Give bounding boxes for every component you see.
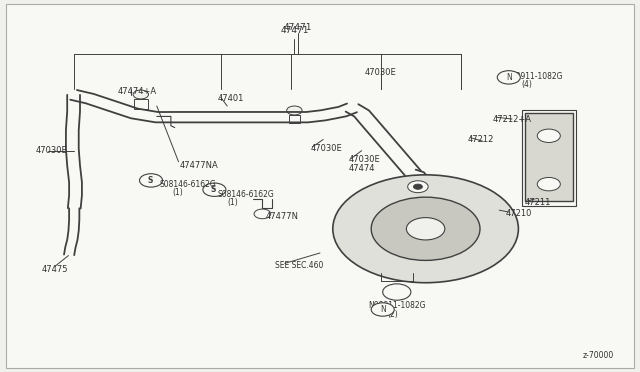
Text: (1): (1) (227, 198, 238, 207)
Text: S08146-6162G: S08146-6162G (160, 180, 217, 189)
Circle shape (538, 129, 561, 142)
Text: 47212+A: 47212+A (493, 115, 532, 124)
Bar (522, 110, 576, 206)
Text: (1): (1) (173, 188, 184, 197)
Text: N08911-1082G: N08911-1082G (506, 72, 563, 81)
Text: 47474+A: 47474+A (118, 87, 157, 96)
Text: z-70000: z-70000 (583, 351, 614, 360)
Text: S: S (147, 176, 152, 185)
Text: 47211: 47211 (525, 198, 551, 207)
Text: N08911-1082G: N08911-1082G (368, 301, 426, 310)
Text: 47210: 47210 (506, 209, 532, 218)
Bar (525, 113, 573, 201)
Text: N: N (380, 305, 385, 314)
Text: SEE SEC.460: SEE SEC.460 (275, 262, 324, 270)
Text: 47471: 47471 (280, 26, 308, 35)
Circle shape (408, 181, 428, 193)
Text: 47471: 47471 (284, 23, 312, 32)
Text: 47475: 47475 (41, 265, 68, 274)
Text: 47401: 47401 (218, 94, 244, 103)
Text: 47477NA: 47477NA (179, 161, 218, 170)
Bar (134, 99, 148, 109)
Circle shape (133, 90, 148, 99)
Circle shape (254, 209, 271, 219)
Circle shape (333, 175, 518, 283)
Text: 47474: 47474 (349, 164, 375, 173)
Text: 47030E: 47030E (349, 155, 381, 164)
Circle shape (497, 71, 520, 84)
Text: 47030E: 47030E (310, 144, 342, 153)
Text: (4): (4) (522, 80, 532, 89)
Text: 47477N: 47477N (266, 212, 299, 221)
Circle shape (413, 184, 422, 189)
Circle shape (538, 177, 561, 191)
Circle shape (287, 106, 302, 115)
Text: (2): (2) (387, 310, 398, 319)
Text: 47212: 47212 (467, 135, 493, 144)
Text: S08146-6162G: S08146-6162G (218, 190, 275, 199)
Circle shape (383, 284, 411, 300)
Circle shape (140, 174, 163, 187)
Text: N: N (506, 73, 511, 82)
Circle shape (406, 218, 445, 240)
Text: 47030E: 47030E (365, 68, 397, 77)
Circle shape (371, 303, 394, 316)
Bar (289, 115, 300, 123)
Text: 47030E: 47030E (35, 146, 67, 155)
Circle shape (371, 197, 480, 260)
Text: S: S (211, 185, 216, 194)
FancyBboxPatch shape (6, 4, 634, 368)
Circle shape (203, 183, 226, 196)
